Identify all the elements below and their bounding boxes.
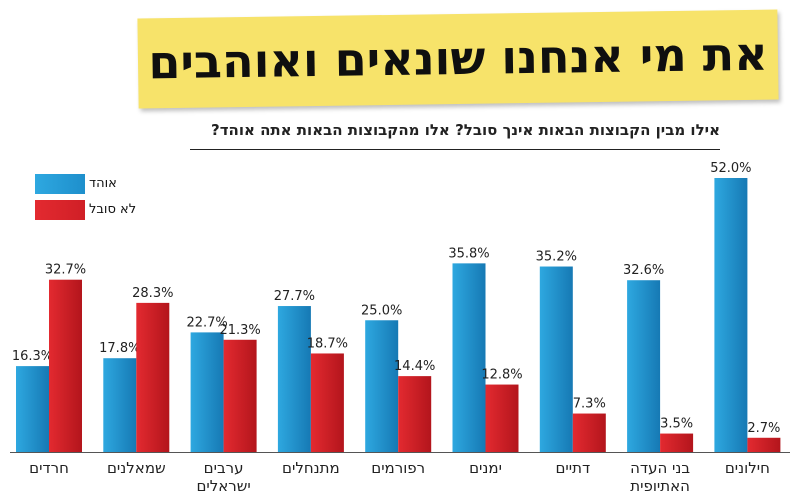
value-label-love-4: 25.0% [361, 303, 402, 318]
bar-love-2 [190, 332, 224, 452]
bar-hate-5 [485, 384, 519, 452]
bar-love-6 [539, 266, 573, 452]
value-label-love-2: 22.7% [186, 315, 227, 330]
legend: אוהד לא סובל [35, 172, 136, 224]
category-label-7-0: בני העדה [630, 459, 690, 477]
category-label-2-1: ישראלים [196, 477, 250, 495]
value-label-hate-2: 21.3% [219, 323, 260, 338]
bar-love-8 [714, 178, 748, 452]
value-label-hate-4: 14.4% [394, 359, 435, 374]
bar-love-0 [16, 366, 49, 452]
value-label-love-7: 32.6% [623, 263, 664, 278]
legend-swatch-hate [35, 200, 85, 220]
bar-love-4 [365, 320, 399, 452]
legend-item-hate: לא סובל [35, 198, 136, 224]
bar-love-3 [277, 306, 311, 452]
category-label-2-0: ערבים [204, 459, 244, 477]
category-label-1-0: שמאלנים [107, 459, 166, 477]
bar-hate-3 [310, 353, 344, 452]
value-label-love-1: 17.8% [99, 341, 140, 356]
bar-hate-4 [398, 376, 432, 452]
value-label-love-5: 35.8% [448, 246, 489, 261]
value-label-hate-8: 2.7% [747, 421, 780, 436]
category-label-8-0: חילונים [725, 459, 770, 477]
bar-love-5 [452, 263, 486, 452]
value-label-hate-0: 32.7% [45, 263, 86, 278]
value-label-hate-1: 28.3% [132, 286, 173, 301]
category-label-7-1: האתיופית [630, 477, 690, 495]
category-label-0-0: חרדים [29, 459, 69, 477]
value-label-love-6: 35.2% [536, 250, 577, 265]
category-label-6-0: דתיים [555, 459, 590, 477]
bar-love-7 [627, 280, 661, 452]
legend-label-hate: לא סובל [89, 202, 137, 217]
category-label-4-0: רפורמים [371, 459, 425, 477]
subtitle-underline [190, 149, 720, 150]
value-label-love-8: 52.0% [710, 161, 751, 176]
bar-hate-8 [747, 437, 781, 452]
value-label-hate-7: 3.5% [660, 417, 693, 432]
bar-hate-0 [49, 279, 82, 452]
value-label-hate-3: 18.7% [307, 336, 348, 351]
legend-label-love: אוהד [89, 176, 117, 191]
value-label-love-3: 27.7% [274, 289, 315, 304]
bar-hate-2 [223, 339, 257, 452]
bar-hate-1 [136, 302, 170, 452]
legend-swatch-love [35, 174, 85, 194]
legend-item-love: אוהד [35, 172, 125, 198]
chart-subtitle: אילו מבין הקבוצות הבאות אינך סובל? אלו מ… [211, 121, 720, 139]
bar-hate-6 [572, 413, 606, 452]
category-label-5-0: ימנים [469, 459, 502, 477]
value-label-love-0: 16.3% [12, 349, 53, 364]
bar-hate-7 [660, 433, 694, 452]
value-label-hate-5: 12.8% [481, 368, 522, 383]
bar-love-1 [103, 358, 137, 452]
value-label-hate-6: 7.3% [573, 397, 606, 412]
category-label-3-0: מתנחלים [282, 459, 340, 477]
